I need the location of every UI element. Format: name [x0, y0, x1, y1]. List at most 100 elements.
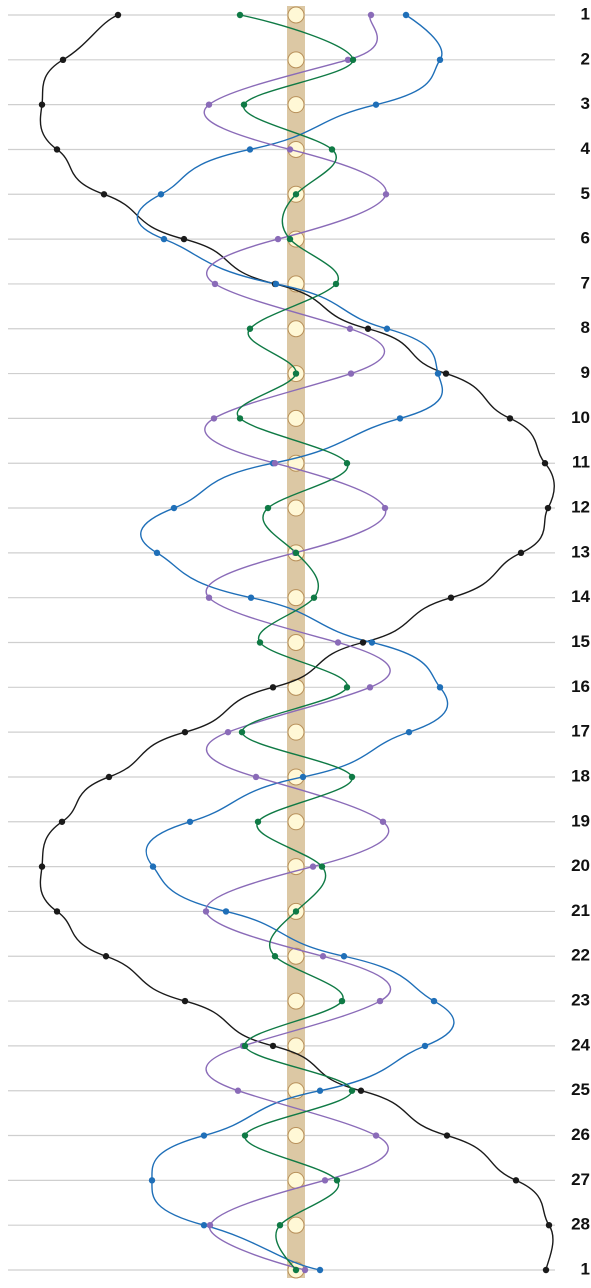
planet-disc — [288, 1172, 304, 1188]
moon-dot — [253, 774, 259, 780]
moon-dot — [270, 684, 276, 690]
moon-dot — [158, 191, 164, 197]
moon-dot — [320, 953, 326, 959]
moon-dot — [360, 639, 366, 645]
moon-dot — [287, 236, 293, 242]
row-label: 16 — [571, 677, 590, 696]
planet-disc — [288, 321, 304, 337]
moon-dot — [182, 729, 188, 735]
moon-dot — [101, 191, 107, 197]
moon-dot — [383, 191, 389, 197]
moon-dot — [60, 57, 66, 63]
moon-dot — [311, 594, 317, 600]
moon-dot — [54, 908, 60, 914]
moon-dot — [59, 819, 65, 825]
row-label: 7 — [581, 273, 590, 292]
moon-dot — [39, 863, 45, 869]
moon-dot — [247, 326, 253, 332]
moon-dot — [255, 819, 261, 825]
row-label: 4 — [581, 139, 591, 158]
planet-disc — [288, 1217, 304, 1233]
row-label: 14 — [571, 587, 590, 606]
row-label: 1 — [581, 4, 590, 23]
moon-dot — [103, 953, 109, 959]
moon-dot — [349, 1088, 355, 1094]
row-label: 24 — [571, 1035, 590, 1054]
moon-dot — [333, 281, 339, 287]
moon-dot — [201, 1222, 207, 1228]
moon-dot — [319, 863, 325, 869]
moon-dot — [406, 729, 412, 735]
moon-dot — [334, 1177, 340, 1183]
row-label: 2 — [581, 49, 590, 68]
moon-dot — [373, 101, 379, 107]
moon-dot — [437, 684, 443, 690]
moon-dot — [384, 326, 390, 332]
moon-dot — [300, 774, 306, 780]
moon-dot — [181, 236, 187, 242]
moon-dot — [293, 550, 299, 556]
moon-dot — [302, 1267, 308, 1273]
moon-dot — [293, 908, 299, 914]
moon-dot — [293, 191, 299, 197]
moon-dot — [257, 639, 263, 645]
moon-dot — [382, 505, 388, 511]
moon-dot — [235, 1088, 241, 1094]
moon-dot — [431, 998, 437, 1004]
moon-dot — [182, 998, 188, 1004]
moon-dot — [507, 415, 513, 421]
moon-dot — [272, 460, 278, 466]
moon-dot — [277, 1222, 283, 1228]
planet-disc — [288, 500, 304, 516]
moon-dot — [241, 101, 247, 107]
row-label: 19 — [571, 811, 590, 830]
moon-dot — [225, 729, 231, 735]
moon-dot — [310, 863, 316, 869]
planet-disc — [288, 724, 304, 740]
row-label: 23 — [571, 991, 590, 1010]
moon-dot — [443, 370, 449, 376]
moon-dot — [373, 1132, 379, 1138]
planet-disc — [288, 590, 304, 606]
planet-disc — [288, 52, 304, 68]
row-label: 28 — [571, 1215, 590, 1234]
row-label: 11 — [572, 453, 590, 472]
moon-dot — [513, 1177, 519, 1183]
row-label: 5 — [581, 184, 590, 203]
moon-dot — [444, 1132, 450, 1138]
moon-dot — [349, 774, 355, 780]
moon-dot — [546, 1222, 552, 1228]
moon-dot — [106, 774, 112, 780]
row-label: 27 — [571, 1170, 590, 1189]
moon-dot — [329, 146, 335, 152]
moon-dot — [203, 908, 209, 914]
moon-dot — [273, 281, 279, 287]
moon-dot — [344, 460, 350, 466]
row-label: 15 — [571, 632, 590, 651]
moon-dot — [518, 550, 524, 556]
row-label: 18 — [571, 766, 590, 785]
moon-dot — [293, 1267, 299, 1273]
moon-dot — [161, 236, 167, 242]
moon-dot — [422, 1043, 428, 1049]
moon-dot — [223, 908, 229, 914]
planet-disc — [288, 993, 304, 1009]
moon-dot — [212, 281, 218, 287]
moon-dot — [344, 684, 350, 690]
moon-dot — [545, 505, 551, 511]
moon-dot — [154, 550, 160, 556]
moon-dot — [287, 146, 293, 152]
row-label: 3 — [581, 94, 590, 113]
row-label: 10 — [571, 408, 590, 427]
row-label: 20 — [571, 856, 590, 875]
moon-dot — [171, 505, 177, 511]
moon-dot — [339, 998, 345, 1004]
moon-dot — [39, 101, 45, 107]
moon-dot — [54, 146, 60, 152]
moon-dot — [248, 594, 254, 600]
moon-dot — [335, 639, 341, 645]
row-label: 8 — [581, 318, 590, 337]
moon-dot — [377, 998, 383, 1004]
moon-dot — [435, 370, 441, 376]
moon-dot — [115, 12, 121, 18]
